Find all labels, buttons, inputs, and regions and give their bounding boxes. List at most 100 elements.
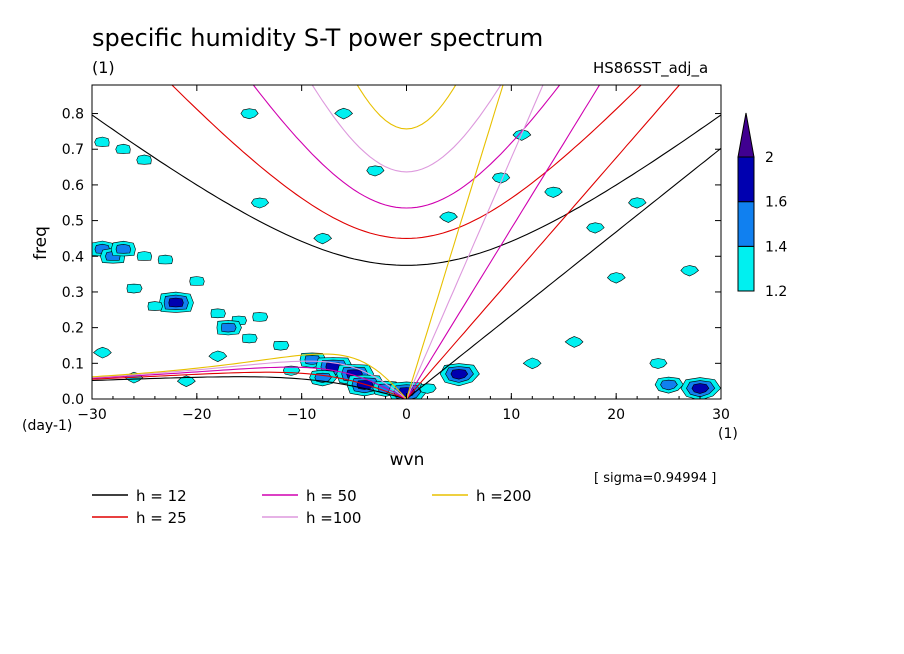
legend-label: h = 25: [136, 509, 187, 527]
contour-level-1: [512, 129, 532, 141]
rossby-curve: [92, 353, 407, 399]
x-tick-label: 0: [402, 407, 411, 423]
contour-blob: [606, 272, 626, 284]
gravity-wave-curve: [311, 85, 502, 173]
colorbar-segment: [737, 245, 755, 292]
y-tick-label: 0.0: [62, 392, 84, 408]
contour-level-1: [564, 336, 584, 348]
contour-blob: [189, 276, 205, 286]
y-tick-label: 0.4: [62, 249, 84, 265]
contour-blob: [242, 333, 258, 344]
gravity-wave-curve: [92, 114, 721, 266]
colorbar-arrow: [737, 112, 755, 158]
kelvin-curve: [406, 85, 601, 399]
legend-label: h =200: [476, 487, 531, 505]
contour-blob: [136, 251, 153, 261]
contour-level-1: [208, 350, 228, 363]
rossby-curve: [92, 376, 407, 399]
kelvin-curve: [406, 85, 681, 399]
contour-level-1: [136, 154, 152, 165]
colorbar: 1.2 1.4 1.6 2: [737, 112, 787, 300]
dataset-name: HS86SST_adj_a: [593, 59, 708, 78]
legend-label: h = 12: [136, 487, 187, 505]
contour-level-1: [334, 107, 353, 120]
contour-blob: [512, 129, 532, 141]
y-tick-label: 0.6: [62, 178, 84, 194]
contour-blob: [439, 363, 480, 387]
contour-level-3: [168, 297, 184, 308]
legend-label: h =100: [306, 509, 361, 527]
plot-area: −30 −20 −10 0 10 20 30 0.0 0.1 0.2 0.3 0.4 0.5 0.6 0.7…: [62, 84, 730, 423]
colorbar-label: 1.2: [765, 284, 787, 300]
gravity-wave-curve: [252, 85, 561, 209]
contour-blob: [649, 358, 668, 369]
contour-level-1: [126, 283, 143, 294]
contour-level-1: [544, 186, 563, 198]
y-tick-label: 0.3: [62, 285, 84, 301]
plot-background: [92, 85, 721, 399]
x-axis-label: wvn: [390, 450, 425, 470]
x-tick-label: 30: [712, 407, 730, 423]
chart-title: specific humidity S-T power spectrum: [92, 24, 543, 52]
contour-blob: [366, 165, 385, 177]
contour-blob: [115, 143, 131, 154]
colorbar-segment: [737, 201, 755, 247]
contour-blob: [680, 265, 699, 277]
sigma-note: [ sigma=0.94994 ]: [594, 471, 716, 486]
contour-level-1: [115, 143, 131, 154]
contour-blob: [252, 312, 269, 322]
x-axis-units: (1): [718, 426, 738, 442]
contour-level-1: [210, 308, 226, 319]
colorbar-segment: [737, 156, 755, 203]
y-axis-units: (day-1): [22, 418, 72, 434]
kelvin-curve: [406, 147, 721, 399]
contour-level-1: [252, 312, 269, 322]
colorbar-label: 1.4: [765, 239, 787, 255]
contour-blob: [210, 308, 226, 319]
contour-level-2: [660, 379, 678, 391]
rossby-curve: [92, 366, 407, 399]
contour-level-1: [680, 265, 699, 277]
x-tick-label: −20: [182, 407, 212, 423]
contour-level-1: [242, 333, 258, 344]
y-axis-label: freq: [31, 226, 51, 260]
y-tick-label: 0.7: [62, 142, 84, 158]
contour-blob: [157, 254, 174, 265]
y-tick-label: 0.8: [62, 107, 84, 123]
contour-level-1: [522, 357, 542, 370]
contour-level-1: [136, 251, 153, 261]
contour-blob: [313, 232, 333, 245]
contour-level-3: [691, 383, 710, 394]
contour-level-1: [93, 346, 112, 359]
contour-level-1: [606, 272, 626, 284]
colorbar-label: 2: [765, 150, 774, 166]
contour-level-1: [649, 358, 668, 369]
kelvin-curve: [405, 85, 504, 399]
contour-blob: [208, 350, 228, 363]
legend-label: h = 50: [306, 487, 357, 505]
contour-blob: [216, 320, 242, 336]
contour-blob: [522, 357, 542, 370]
contour-level-1: [157, 254, 174, 265]
contour-blob: [346, 374, 385, 397]
contour-blob: [110, 240, 136, 257]
legend: h = 12 h = 25 h = 50 h =100 h =200: [92, 487, 531, 527]
rossby-curve: [92, 360, 407, 399]
contour-blob: [544, 186, 563, 198]
contour-blob: [654, 376, 684, 394]
contour-blob: [273, 340, 290, 351]
contour-level-1: [240, 108, 259, 120]
contour-blob: [159, 291, 194, 313]
contour-level-1: [94, 136, 110, 147]
axis-ticks: −30 −20 −10 0 10 20 30 0.0 0.1 0.2 0.3 0.4 0.5 0.6 0.7…: [62, 85, 730, 423]
contour-level-1: [439, 211, 458, 223]
contour-level-2: [304, 355, 321, 365]
contour-blob: [586, 222, 605, 234]
contour-blob: [564, 336, 584, 348]
x-tick-label: 10: [502, 407, 520, 423]
dispersion-curves: [92, 85, 721, 399]
contour-level-2: [221, 322, 237, 333]
contour-level-1: [628, 197, 647, 209]
contour-level-3: [450, 369, 469, 380]
